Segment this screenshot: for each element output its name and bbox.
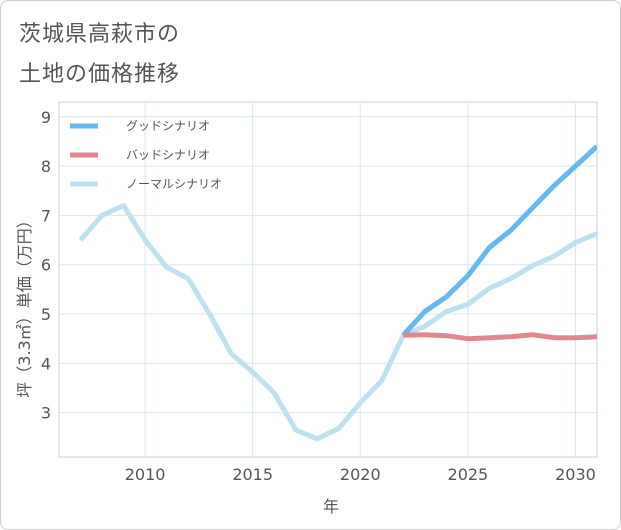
chart-title-line1: 茨城県高萩市の — [19, 22, 181, 47]
y-axis-title: 坪（3.3㎡）単価（万円） — [15, 212, 34, 397]
y-tick-label: 3 — [41, 404, 51, 423]
y-tick-label: 4 — [41, 354, 51, 373]
legend-label: バッドシナリオ — [126, 148, 210, 162]
x-tick-label: 2030 — [555, 465, 596, 484]
y-tick-label: 5 — [41, 305, 51, 324]
x-axis-title: 年 — [323, 497, 339, 516]
x-ticks: 2010 2015 2020 2025 2030 — [125, 465, 596, 484]
x-tick-label: 2020 — [340, 465, 381, 484]
x-tick-label: 2025 — [448, 465, 489, 484]
series-line-2 — [403, 332, 597, 342]
x-tick-label: 2010 — [125, 465, 166, 484]
series-line-1 — [401, 144, 597, 337]
y-ticks: 3 4 5 6 7 8 9 — [41, 108, 51, 423]
y-tick-label: 8 — [41, 157, 51, 176]
y-tick-label: 7 — [41, 206, 51, 225]
legend-label: グッドシナリオ — [126, 119, 210, 133]
x-tick-label: 2015 — [232, 465, 273, 484]
series-line-0 — [78, 203, 597, 442]
legend-label: ノーマルシナリオ — [126, 177, 222, 191]
grid — [59, 102, 597, 457]
y-tick-label: 9 — [41, 108, 51, 127]
series-layer — [78, 144, 597, 442]
y-tick-label: 6 — [41, 256, 51, 275]
chart-title-line2: 土地の価格推移 — [19, 62, 181, 87]
